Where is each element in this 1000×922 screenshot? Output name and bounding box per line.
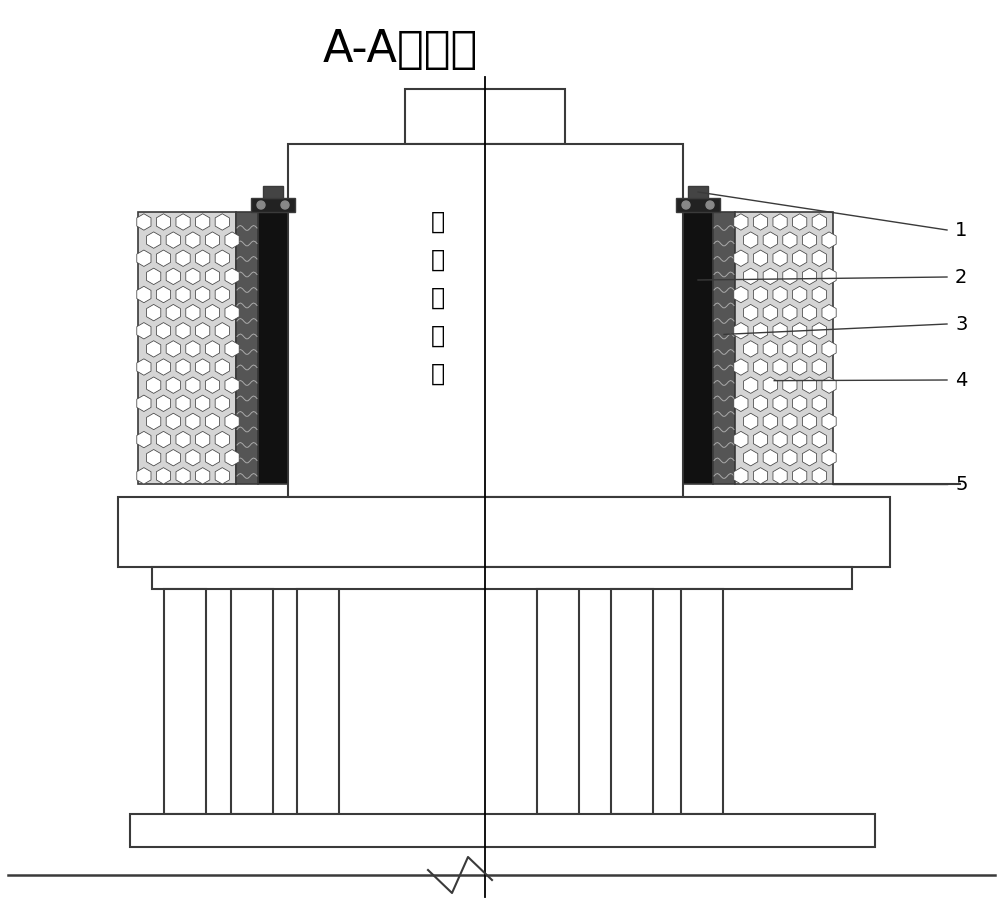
- Bar: [258, 212, 288, 484]
- Bar: [263, 186, 283, 198]
- Bar: [130, 814, 875, 847]
- Text: 4: 4: [955, 371, 967, 389]
- Bar: [611, 589, 653, 814]
- Bar: [251, 198, 295, 212]
- Circle shape: [257, 201, 265, 209]
- Text: 中: 中: [431, 286, 445, 310]
- Text: 心: 心: [431, 324, 445, 348]
- Bar: [676, 198, 720, 212]
- Bar: [297, 589, 339, 814]
- Circle shape: [682, 201, 690, 209]
- Bar: [236, 212, 258, 484]
- Text: 桥: 桥: [431, 209, 445, 233]
- Bar: [152, 567, 852, 589]
- Bar: [118, 497, 890, 567]
- Bar: [683, 212, 713, 484]
- Text: 3: 3: [955, 314, 967, 334]
- Bar: [537, 589, 579, 814]
- Text: 墩: 墩: [431, 248, 445, 272]
- Text: 1: 1: [955, 220, 967, 240]
- Bar: [735, 212, 833, 484]
- Bar: [138, 212, 236, 484]
- Circle shape: [281, 201, 289, 209]
- Bar: [164, 589, 206, 814]
- Text: A-A截面图: A-A截面图: [322, 29, 478, 72]
- Bar: [405, 89, 565, 144]
- Bar: [231, 589, 273, 814]
- Bar: [688, 186, 708, 198]
- Bar: [288, 144, 683, 497]
- Text: 5: 5: [955, 475, 968, 493]
- Circle shape: [706, 201, 714, 209]
- Bar: [713, 212, 735, 484]
- Text: 线: 线: [431, 361, 445, 385]
- Bar: [681, 589, 723, 814]
- Text: 2: 2: [955, 267, 967, 287]
